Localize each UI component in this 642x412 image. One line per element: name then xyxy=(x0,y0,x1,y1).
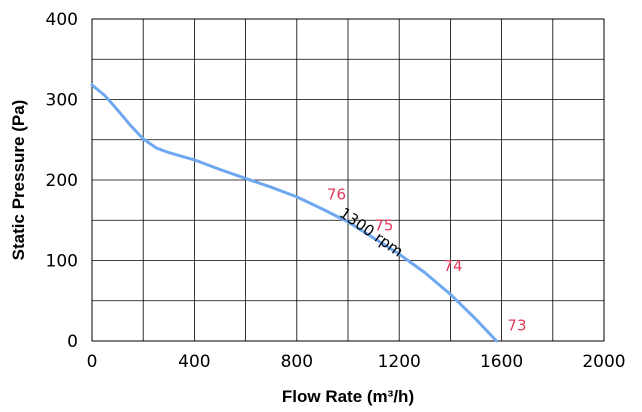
plot-frame xyxy=(91,18,605,342)
x-tick-label: 0 xyxy=(87,352,98,372)
y-axis-title: Static Pressure (Pa) xyxy=(9,100,28,261)
point-label: 74 xyxy=(443,257,462,275)
y-tick-label: 300 xyxy=(46,91,78,111)
x-tick-label: 1200 xyxy=(378,352,421,372)
point-label: 73 xyxy=(507,317,526,335)
x-tick-label: 800 xyxy=(281,352,313,372)
x-tick-label: 1600 xyxy=(480,352,523,372)
x-tick-label: 400 xyxy=(178,352,210,372)
y-tick-label: 0 xyxy=(67,332,78,352)
x-axis-title: Flow Rate (m³/h) xyxy=(282,387,414,406)
y-tick-label: 200 xyxy=(46,171,78,191)
curve-label-rpm: 1300 rpm xyxy=(336,204,406,261)
point-label: 76 xyxy=(327,185,346,203)
y-tick-label: 100 xyxy=(46,252,78,272)
tick-labels: 0 400 800 1200 1600 2000 0 100 200 300 400 xyxy=(46,10,626,372)
y-tick-label: 400 xyxy=(46,10,78,30)
grid xyxy=(92,19,604,341)
series-line xyxy=(90,83,498,343)
point-labels: 76 75 74 73 xyxy=(327,185,527,334)
x-tick-label: 2000 xyxy=(582,352,625,372)
point-label: 75 xyxy=(374,217,393,235)
